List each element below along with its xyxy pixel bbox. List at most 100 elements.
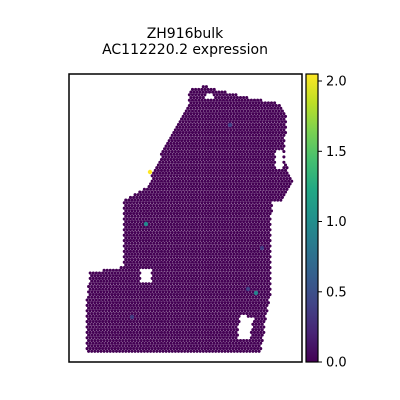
spot (155, 290, 159, 294)
spot (139, 214, 143, 218)
spot (189, 160, 193, 164)
spot (249, 141, 253, 145)
spot (156, 330, 160, 334)
spot (207, 263, 212, 267)
spot (249, 131, 253, 135)
spot (268, 104, 272, 108)
spot (251, 263, 255, 267)
spot (194, 260, 198, 264)
spot (178, 255, 182, 259)
spot (124, 241, 128, 245)
spot (237, 201, 241, 205)
spot (142, 203, 146, 208)
spot (228, 174, 232, 178)
spot (234, 249, 238, 253)
spot (259, 222, 263, 226)
spot (189, 252, 193, 256)
spot (144, 260, 148, 264)
spot (242, 220, 246, 224)
spot (99, 317, 103, 321)
spot (229, 338, 233, 343)
spot (214, 279, 218, 283)
spot (175, 190, 179, 194)
spot (170, 268, 174, 272)
spot (141, 244, 145, 248)
spot (194, 131, 198, 135)
spot (266, 133, 270, 137)
spot (141, 266, 145, 270)
spot (147, 190, 151, 194)
spot (164, 311, 168, 316)
spot (214, 209, 218, 213)
spot (116, 298, 120, 302)
spot (156, 336, 160, 340)
spot (206, 222, 210, 226)
spot (141, 347, 145, 351)
spot (169, 163, 173, 167)
spot (122, 303, 126, 307)
spot (200, 147, 204, 151)
spot (262, 206, 266, 210)
spot (130, 225, 134, 229)
spot (192, 144, 196, 148)
spot (172, 330, 176, 334)
spot (178, 195, 182, 199)
spot (209, 293, 213, 297)
spot (209, 174, 213, 178)
spot (141, 195, 145, 199)
spot (204, 241, 208, 245)
spot (279, 182, 283, 186)
spot (256, 104, 260, 108)
spot (257, 301, 261, 305)
spot (181, 114, 185, 118)
spot (167, 193, 171, 197)
spot (259, 320, 263, 324)
spot (266, 274, 270, 278)
spot (242, 101, 246, 105)
spot (116, 347, 120, 351)
spot (186, 317, 190, 321)
spot (124, 252, 128, 256)
spot (93, 328, 97, 332)
spot (238, 263, 243, 267)
spot (190, 217, 195, 221)
spot (232, 328, 236, 332)
spot (155, 230, 159, 235)
spot (232, 333, 236, 337)
spot (107, 309, 111, 313)
spot (190, 174, 195, 178)
spot (234, 244, 238, 248)
spot (186, 117, 190, 121)
spot (192, 128, 196, 132)
spot (197, 158, 201, 162)
spot (218, 293, 222, 297)
spot (176, 328, 181, 332)
spot (254, 149, 258, 154)
spot (195, 101, 199, 105)
spot (204, 166, 208, 170)
spot (235, 214, 239, 218)
spot (225, 228, 229, 232)
spot (242, 290, 246, 294)
spot (246, 298, 250, 302)
spot (130, 349, 134, 353)
spot (97, 341, 102, 345)
spot (283, 114, 288, 118)
spot (192, 101, 196, 105)
spot (180, 317, 184, 321)
spot (269, 160, 274, 164)
spot (248, 220, 252, 224)
spot (184, 303, 188, 307)
spot (266, 241, 270, 245)
spot (169, 141, 173, 145)
spot (183, 241, 187, 245)
spot (124, 295, 128, 299)
spot (234, 336, 238, 340)
spot (169, 303, 173, 307)
spot (220, 193, 224, 197)
spot (190, 104, 195, 108)
spot (252, 347, 257, 351)
spot (132, 287, 136, 291)
spot (223, 220, 227, 224)
spot (256, 158, 260, 162)
